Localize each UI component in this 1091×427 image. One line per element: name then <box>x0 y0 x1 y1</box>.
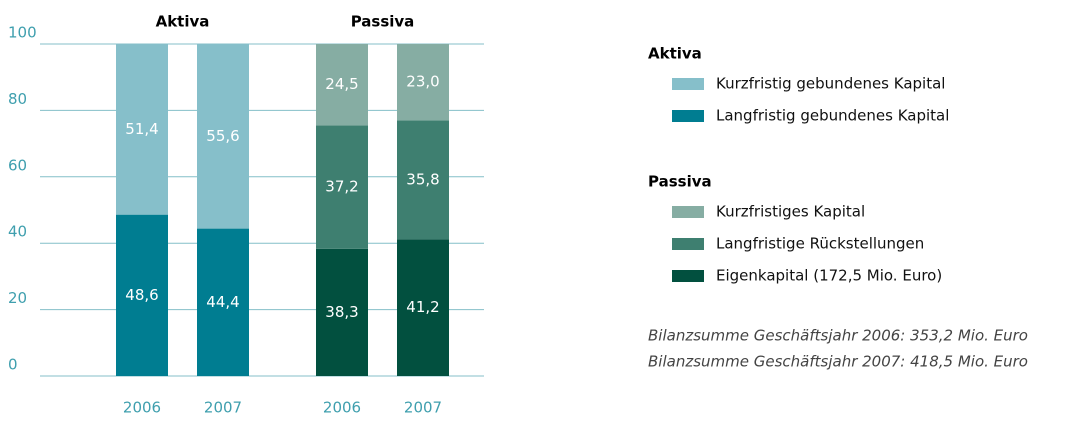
value-label: 51,4 <box>125 120 158 138</box>
legend-swatch <box>672 206 704 218</box>
value-label: 24,5 <box>325 75 358 93</box>
group-title: Aktiva <box>156 13 210 31</box>
y-tick-label: 0 <box>8 356 18 374</box>
note: Bilanzsumme Geschäftsjahr 2006: 353,2 Mi… <box>648 327 1028 345</box>
x-tick-label: 2007 <box>404 399 442 417</box>
value-label: 38,3 <box>325 303 358 321</box>
value-label: 37,2 <box>325 178 358 196</box>
bar-segment <box>316 44 368 126</box>
bar-segment <box>397 239 449 376</box>
legend-swatch <box>672 238 704 250</box>
group-title: Passiva <box>351 13 415 31</box>
x-tick-label: 2006 <box>123 399 161 417</box>
x-tick-label: 2006 <box>323 399 361 417</box>
bar-segment <box>197 228 249 376</box>
legend-label: Eigenkapital (172,5 Mio. Euro) <box>716 267 942 285</box>
bar-segment <box>397 44 449 121</box>
value-label: 35,8 <box>406 170 439 188</box>
y-tick-label: 20 <box>8 289 27 307</box>
legend-swatch <box>672 270 704 282</box>
legend-label: Langfristige Rückstellungen <box>716 235 924 253</box>
legend-swatch <box>672 110 704 122</box>
value-label: 55,6 <box>206 127 239 145</box>
value-label: 44,4 <box>206 293 239 311</box>
legend-swatch <box>672 78 704 90</box>
y-tick-label: 40 <box>8 223 27 241</box>
value-label: 23,0 <box>406 73 439 91</box>
y-tick-label: 80 <box>8 90 27 108</box>
legend-label: Langfristig gebundenes Kapital <box>716 107 949 125</box>
x-tick-label: 2007 <box>204 399 242 417</box>
bar-segment <box>197 44 249 229</box>
legend-label: Kurzfristiges Kapital <box>716 203 865 221</box>
bar-segment <box>397 120 449 240</box>
bar-segment <box>116 214 168 376</box>
legend-title: Passiva <box>648 173 712 191</box>
bar-segment <box>316 248 368 376</box>
y-tick-label: 60 <box>8 156 27 174</box>
bar-segment <box>316 125 368 249</box>
value-label: 48,6 <box>125 286 158 304</box>
value-label: 41,2 <box>406 298 439 316</box>
note: Bilanzsumme Geschäftsjahr 2007: 418,5 Mi… <box>648 353 1028 371</box>
y-tick-label: 100 <box>8 24 37 42</box>
bar-segment <box>116 44 168 215</box>
legend-label: Kurzfristig gebundenes Kapital <box>716 75 945 93</box>
legend-title: Aktiva <box>648 45 702 63</box>
